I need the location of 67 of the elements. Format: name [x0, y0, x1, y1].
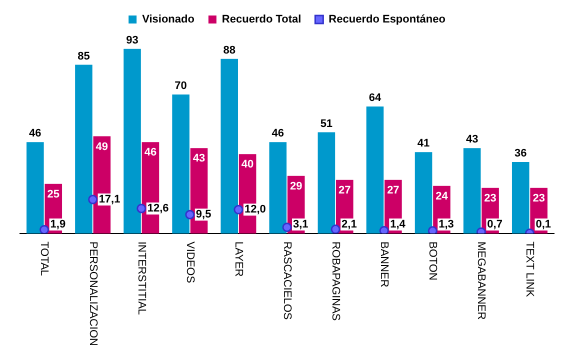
- bar: [414, 152, 432, 234]
- data-label: 1,3: [438, 218, 454, 231]
- data-label: 41: [417, 138, 430, 150]
- data-label: 27: [338, 184, 351, 196]
- point: [330, 224, 340, 234]
- data-label: 12,0: [244, 204, 266, 216]
- point: [234, 204, 244, 214]
- bar: [220, 58, 238, 234]
- x-tick-label: BANNER: [378, 241, 390, 288]
- data-label: 70: [174, 80, 187, 92]
- point: [282, 222, 292, 232]
- point: [88, 194, 98, 204]
- data-label: 17,1: [98, 194, 120, 206]
- data-label: 36: [514, 148, 527, 160]
- data-label: 25: [47, 188, 60, 200]
- bar: [366, 106, 384, 234]
- data-label: 0,7: [487, 218, 502, 231]
- x-tick-label: PERSONALIZACION: [86, 241, 99, 346]
- legend-label: Recuerdo Total: [222, 14, 302, 26]
- data-label: 0,1: [536, 218, 552, 231]
- bar: [512, 162, 530, 234]
- data-label: 2,1: [342, 218, 357, 231]
- bar: [26, 142, 44, 234]
- data-label: 40: [241, 158, 254, 171]
- x-tick-label: RASCACIELOS: [280, 241, 293, 320]
- legend-label: Visionado: [142, 14, 195, 26]
- data-label: 46: [29, 128, 42, 140]
- x-tick-label: BOTON: [426, 241, 439, 280]
- point: [379, 226, 389, 234]
- x-tick-label: TEXT LINK: [524, 241, 536, 298]
- data-label: 51: [320, 118, 333, 130]
- bar: [463, 148, 481, 234]
- data-label: 64: [368, 92, 382, 104]
- data-label: 23: [484, 192, 496, 204]
- data-label: 1,4: [390, 218, 406, 231]
- point: [185, 210, 195, 220]
- data-label: 1,9: [50, 218, 66, 231]
- x-tick-label: MEGABANNER: [475, 241, 488, 320]
- data-label: 46: [144, 146, 157, 159]
- bar: [318, 132, 336, 234]
- data-label: 43: [192, 152, 206, 165]
- x-tick-label: ROBAPAGINAS: [330, 241, 342, 321]
- data-label: 29: [290, 180, 302, 192]
- data-label: 9,5: [196, 208, 212, 221]
- data-label: 46: [272, 128, 284, 140]
- x-tick-label: LAYER: [232, 241, 244, 277]
- data-label: 3,1: [293, 218, 308, 231]
- data-label: 27: [387, 184, 400, 196]
- x-tick-label: TOTAL: [38, 241, 50, 276]
- point: [428, 226, 438, 234]
- data-label: 49: [96, 140, 108, 153]
- bar: [124, 48, 141, 234]
- x-tick-label: VIDEOS: [184, 241, 196, 284]
- data-label: 85: [78, 50, 90, 62]
- legend-label: Recuerdo Espontáneo: [328, 14, 446, 26]
- data-label: 93: [126, 34, 138, 46]
- bar: [269, 142, 287, 234]
- x-tick-label: INTERSTITIAL: [135, 241, 148, 315]
- bar: [172, 94, 190, 234]
- data-label: 12,6: [147, 202, 169, 214]
- data-label: 43: [466, 134, 478, 146]
- data-label: 24: [436, 190, 449, 202]
- point: [40, 224, 50, 234]
- data-label: 23: [532, 192, 545, 204]
- data-label: 88: [223, 44, 236, 56]
- bar: [75, 64, 92, 234]
- point: [136, 204, 146, 214]
